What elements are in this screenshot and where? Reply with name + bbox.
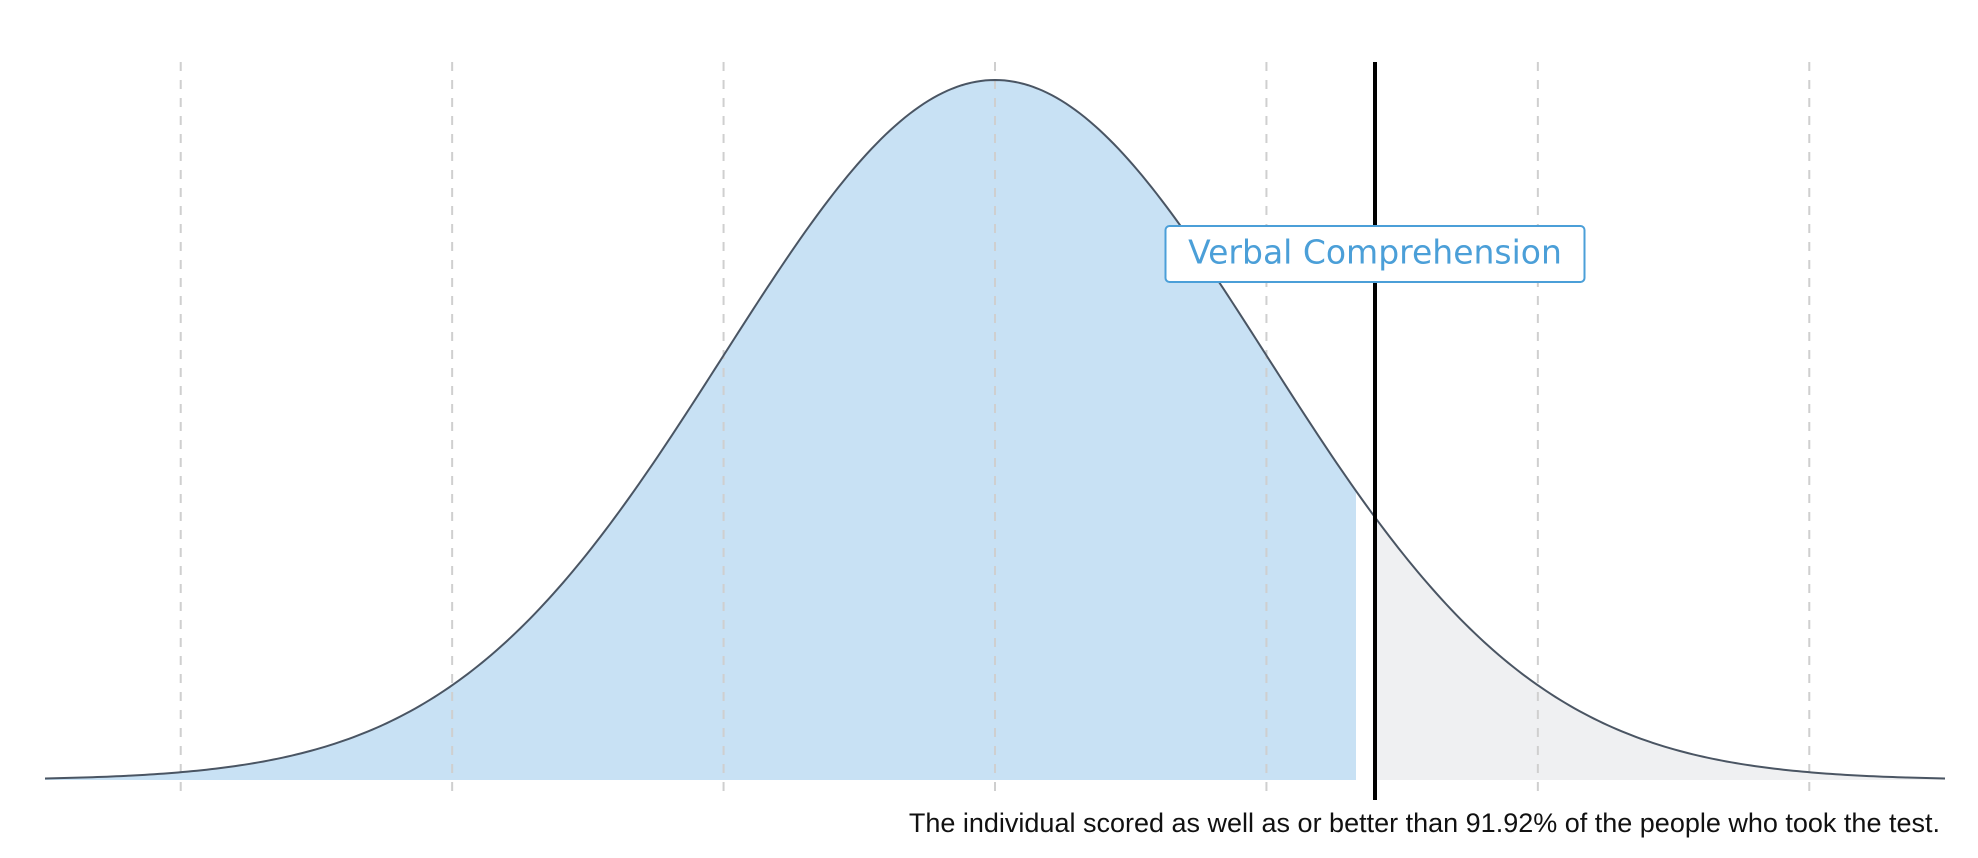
score-label-text: Verbal Comprehension	[1188, 233, 1562, 272]
distribution-fills	[45, 80, 1945, 780]
score-label-box	[1164, 225, 1586, 283]
area-above-score	[1375, 517, 1945, 780]
score-label: Verbal Comprehension	[1164, 225, 1586, 283]
grid-lines	[179, 62, 1811, 800]
distribution-curve	[44, 78, 1946, 780]
chart-plot-area: Verbal Comprehension	[44, 62, 1946, 800]
percentile-caption: The individual scored as well as or bett…	[908, 808, 1940, 838]
area-below-score	[45, 80, 1356, 780]
